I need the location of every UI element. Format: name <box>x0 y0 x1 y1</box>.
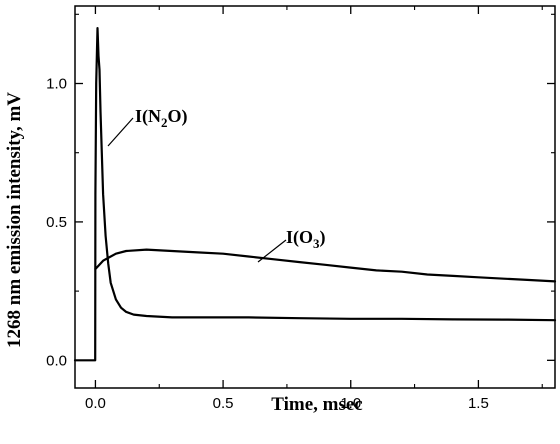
annotation-o3-leader <box>257 239 287 263</box>
x-axis-title: Time, msec <box>271 394 362 415</box>
annotation-o3: I(O3) <box>286 227 326 251</box>
plot-frame <box>74 5 556 389</box>
y-tick-label: 0.5 <box>46 214 67 231</box>
x-tick-label: 1.5 <box>468 395 489 412</box>
y-tick-label: 0.0 <box>46 352 67 369</box>
series-layer <box>73 27 557 362</box>
x-tick-label: 1.0 <box>340 395 361 412</box>
x-axis-ticks: 0.0 0.5 1.0 1.5 <box>85 6 543 412</box>
annotation-n2o: I(N2O) <box>135 106 188 130</box>
x-tick-label: 0.0 <box>85 395 106 412</box>
x-tick-label: 0.5 <box>213 395 234 412</box>
y-tick-label: 1.0 <box>46 76 67 93</box>
series-line-o3 <box>94 248 557 283</box>
y-axis-title: 1268 nm emission intensity, mV <box>4 92 25 348</box>
series-line-n2o <box>73 27 557 362</box>
y-axis-ticks: 0.0 0.5 1.0 <box>46 13 555 369</box>
annotation-n2o-leader <box>107 117 134 147</box>
